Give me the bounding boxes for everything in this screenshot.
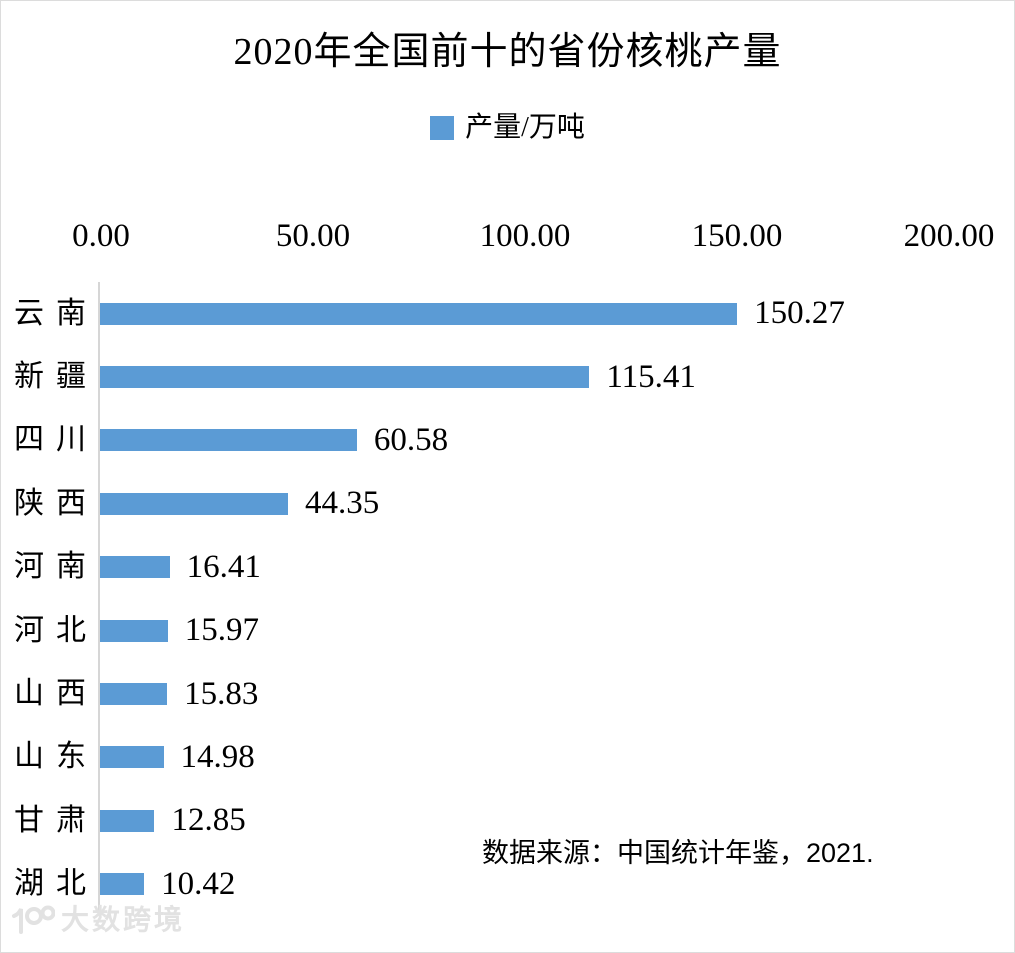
category-label: 河南 bbox=[14, 550, 98, 584]
category-label: 湖北 bbox=[14, 867, 98, 901]
bar bbox=[100, 873, 145, 896]
bar-row: 新疆 115.41 bbox=[1, 345, 950, 409]
bar bbox=[100, 302, 738, 325]
x-axis-tick: 200.00 bbox=[903, 218, 995, 254]
bar-rows: 云南 150.27 新疆 115.41 四川 60.58 陕西 44.35 河南 16.41 河北 1… bbox=[1, 282, 950, 916]
x-axis-tick: 50.00 bbox=[275, 218, 351, 254]
bar-track: 150.27 bbox=[98, 282, 948, 346]
bar bbox=[100, 683, 168, 706]
value-label: 44.35 bbox=[305, 485, 380, 522]
x-axis: 0.00 50.00 100.00 150.00 200.00 bbox=[72, 218, 994, 260]
chart-title: 2020年全国前十的省份核桃产量 bbox=[233, 31, 782, 73]
bar bbox=[100, 556, 170, 579]
category-label: 甘肃 bbox=[14, 803, 98, 837]
bar-row: 河北 15.97 bbox=[1, 598, 950, 663]
value-label: 12.85 bbox=[171, 802, 246, 839]
category-label: 新疆 bbox=[14, 360, 98, 394]
category-label: 山西 bbox=[14, 677, 98, 711]
bar bbox=[100, 619, 168, 642]
watermark: 大数跨境 bbox=[9, 903, 185, 937]
category-label: 四川 bbox=[14, 423, 98, 457]
bar-row: 四川 60.58 bbox=[1, 408, 950, 473]
bar-row: 河南 16.41 bbox=[1, 535, 950, 599]
legend: 产量/万吨 bbox=[1, 114, 1014, 142]
bar bbox=[100, 366, 590, 389]
value-label: 150.27 bbox=[754, 295, 845, 332]
value-label: 10.42 bbox=[161, 865, 236, 902]
bar-track: 115.41 bbox=[98, 345, 948, 409]
watermark-text: 大数跨境 bbox=[61, 904, 186, 935]
bar-track: 44.35 bbox=[98, 472, 948, 536]
bar-track: 60.58 bbox=[98, 408, 948, 473]
bar-track: 15.97 bbox=[98, 598, 948, 663]
bar-track: 12.85 bbox=[98, 789, 948, 853]
category-label: 河北 bbox=[14, 613, 98, 647]
watermark-logo-icon bbox=[12, 905, 55, 934]
value-label: 115.41 bbox=[606, 358, 696, 395]
value-label: 16.41 bbox=[186, 548, 261, 585]
category-label: 云南 bbox=[14, 296, 98, 330]
value-label: 14.98 bbox=[180, 738, 255, 775]
bar bbox=[100, 429, 357, 452]
bar-track: 16.41 bbox=[98, 535, 948, 599]
source-note: 数据来源：中国统计年鉴，2021. bbox=[482, 838, 874, 868]
bar-track: 14.98 bbox=[98, 725, 948, 790]
bar-row: 甘肃 12.85 bbox=[1, 789, 950, 853]
bar-row: 云南 150.27 bbox=[1, 282, 950, 346]
x-axis-tick: 100.00 bbox=[479, 218, 571, 254]
bar bbox=[100, 746, 164, 769]
value-label: 15.97 bbox=[184, 612, 259, 649]
bar-track: 15.83 bbox=[98, 662, 948, 726]
x-axis-tick: 150.00 bbox=[691, 218, 783, 254]
bar bbox=[100, 809, 155, 832]
category-label: 陕西 bbox=[14, 486, 98, 520]
legend-label: 产量/万吨 bbox=[465, 112, 585, 143]
bar bbox=[100, 492, 289, 515]
bar-row: 陕西 44.35 bbox=[1, 472, 950, 536]
legend-marker-icon bbox=[430, 116, 455, 140]
value-label: 60.58 bbox=[373, 421, 449, 458]
value-label: 15.83 bbox=[184, 675, 259, 712]
category-label: 山东 bbox=[14, 740, 98, 774]
x-axis-tick: 0.00 bbox=[72, 218, 130, 254]
bar-row: 山西 15.83 bbox=[1, 662, 950, 726]
bar-row: 湖北 10.42 bbox=[1, 852, 950, 916]
bar-track: 10.42 bbox=[98, 852, 948, 916]
bar-row: 山东 14.98 bbox=[1, 725, 950, 790]
